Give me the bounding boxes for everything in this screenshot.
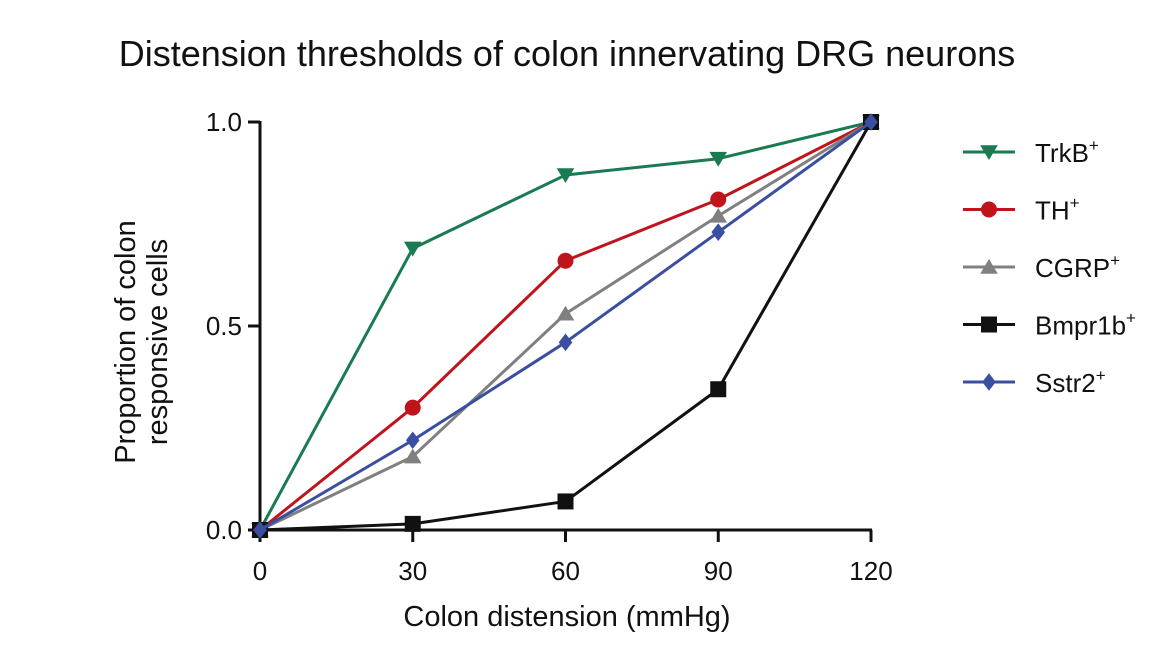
- data-point-th: [404, 399, 421, 416]
- legend-marker-sstr2: [982, 373, 996, 391]
- x-axis-label: Colon distension (mmHg): [403, 601, 730, 633]
- legend-marker-th: [981, 201, 997, 218]
- x-tick-label: 30: [398, 556, 427, 586]
- data-point-sstr2: [558, 333, 573, 352]
- data-point-sstr2: [864, 113, 878, 131]
- legend-label-th: TH+: [1035, 194, 1080, 226]
- x-tick-label: 120: [849, 556, 892, 586]
- x-tick-label: 0: [253, 556, 267, 586]
- series-line-trkb: [258, 120, 872, 531]
- y-axis-label-line-1: Proportion of colon: [110, 220, 142, 463]
- legend-marker-trkb: [980, 145, 998, 160]
- legend-item-trkb: TrkB+: [963, 136, 1099, 168]
- data-point-trkb: [403, 241, 422, 257]
- x-tick-label: 90: [704, 556, 733, 586]
- data-point-trkb: [556, 168, 575, 184]
- chart-title: Distension thresholds of colon innervati…: [119, 33, 1015, 74]
- series-line-bmpr1b: [259, 121, 873, 532]
- legend-label-cgrp: CGRP+: [1035, 251, 1120, 283]
- legend-item-sstr2: Sstr2+: [963, 366, 1106, 398]
- series-line-sstr2: [259, 120, 872, 532]
- data-point-cgrp: [556, 305, 575, 321]
- data-point-sstr2: [253, 521, 267, 539]
- y-tick-label: 1.0: [206, 107, 242, 137]
- x-tick-label: 60: [551, 556, 580, 586]
- data-point-bmpr1b: [557, 493, 574, 510]
- y-axis-label-line-2: responsive cells: [142, 239, 174, 445]
- data-point-sstr2: [711, 223, 726, 241]
- series-line-cgrp: [259, 120, 872, 532]
- data-point-sstr2: [405, 431, 420, 450]
- legend-item-th: TH+: [963, 194, 1080, 226]
- data-point-cgrp: [709, 207, 728, 223]
- data-point-bmpr1b: [710, 381, 727, 398]
- legend-item-bmpr1b: Bmpr1b+: [963, 309, 1136, 341]
- legend-marker-bmpr1b: [981, 316, 997, 333]
- data-point-bmpr1b: [404, 515, 421, 532]
- legend-label-sstr2: Sstr2+: [1035, 366, 1106, 398]
- legend-item-cgrp: CGRP+: [963, 251, 1120, 283]
- series-sstr2: [253, 113, 878, 539]
- y-tick-label: 0.5: [206, 311, 242, 341]
- y-axis-label: Proportion of colon responsive cells: [110, 220, 174, 463]
- legend-label-trkb: TrkB+: [1035, 136, 1099, 168]
- legend-marker-cgrp: [980, 259, 998, 274]
- data-point-cgrp: [403, 448, 422, 464]
- series-line-th: [259, 120, 872, 532]
- y-tick-label: 0.0: [206, 515, 242, 545]
- data-point-th: [710, 191, 727, 208]
- data-point-th: [557, 252, 574, 269]
- series-trkb: [251, 115, 880, 538]
- legend-label-bmpr1b: Bmpr1b+: [1035, 309, 1136, 341]
- data-point-trkb: [709, 151, 728, 167]
- legend: TrkB+ TH+ CGRP+ Bmpr1b+ Sstr2+: [963, 136, 1136, 398]
